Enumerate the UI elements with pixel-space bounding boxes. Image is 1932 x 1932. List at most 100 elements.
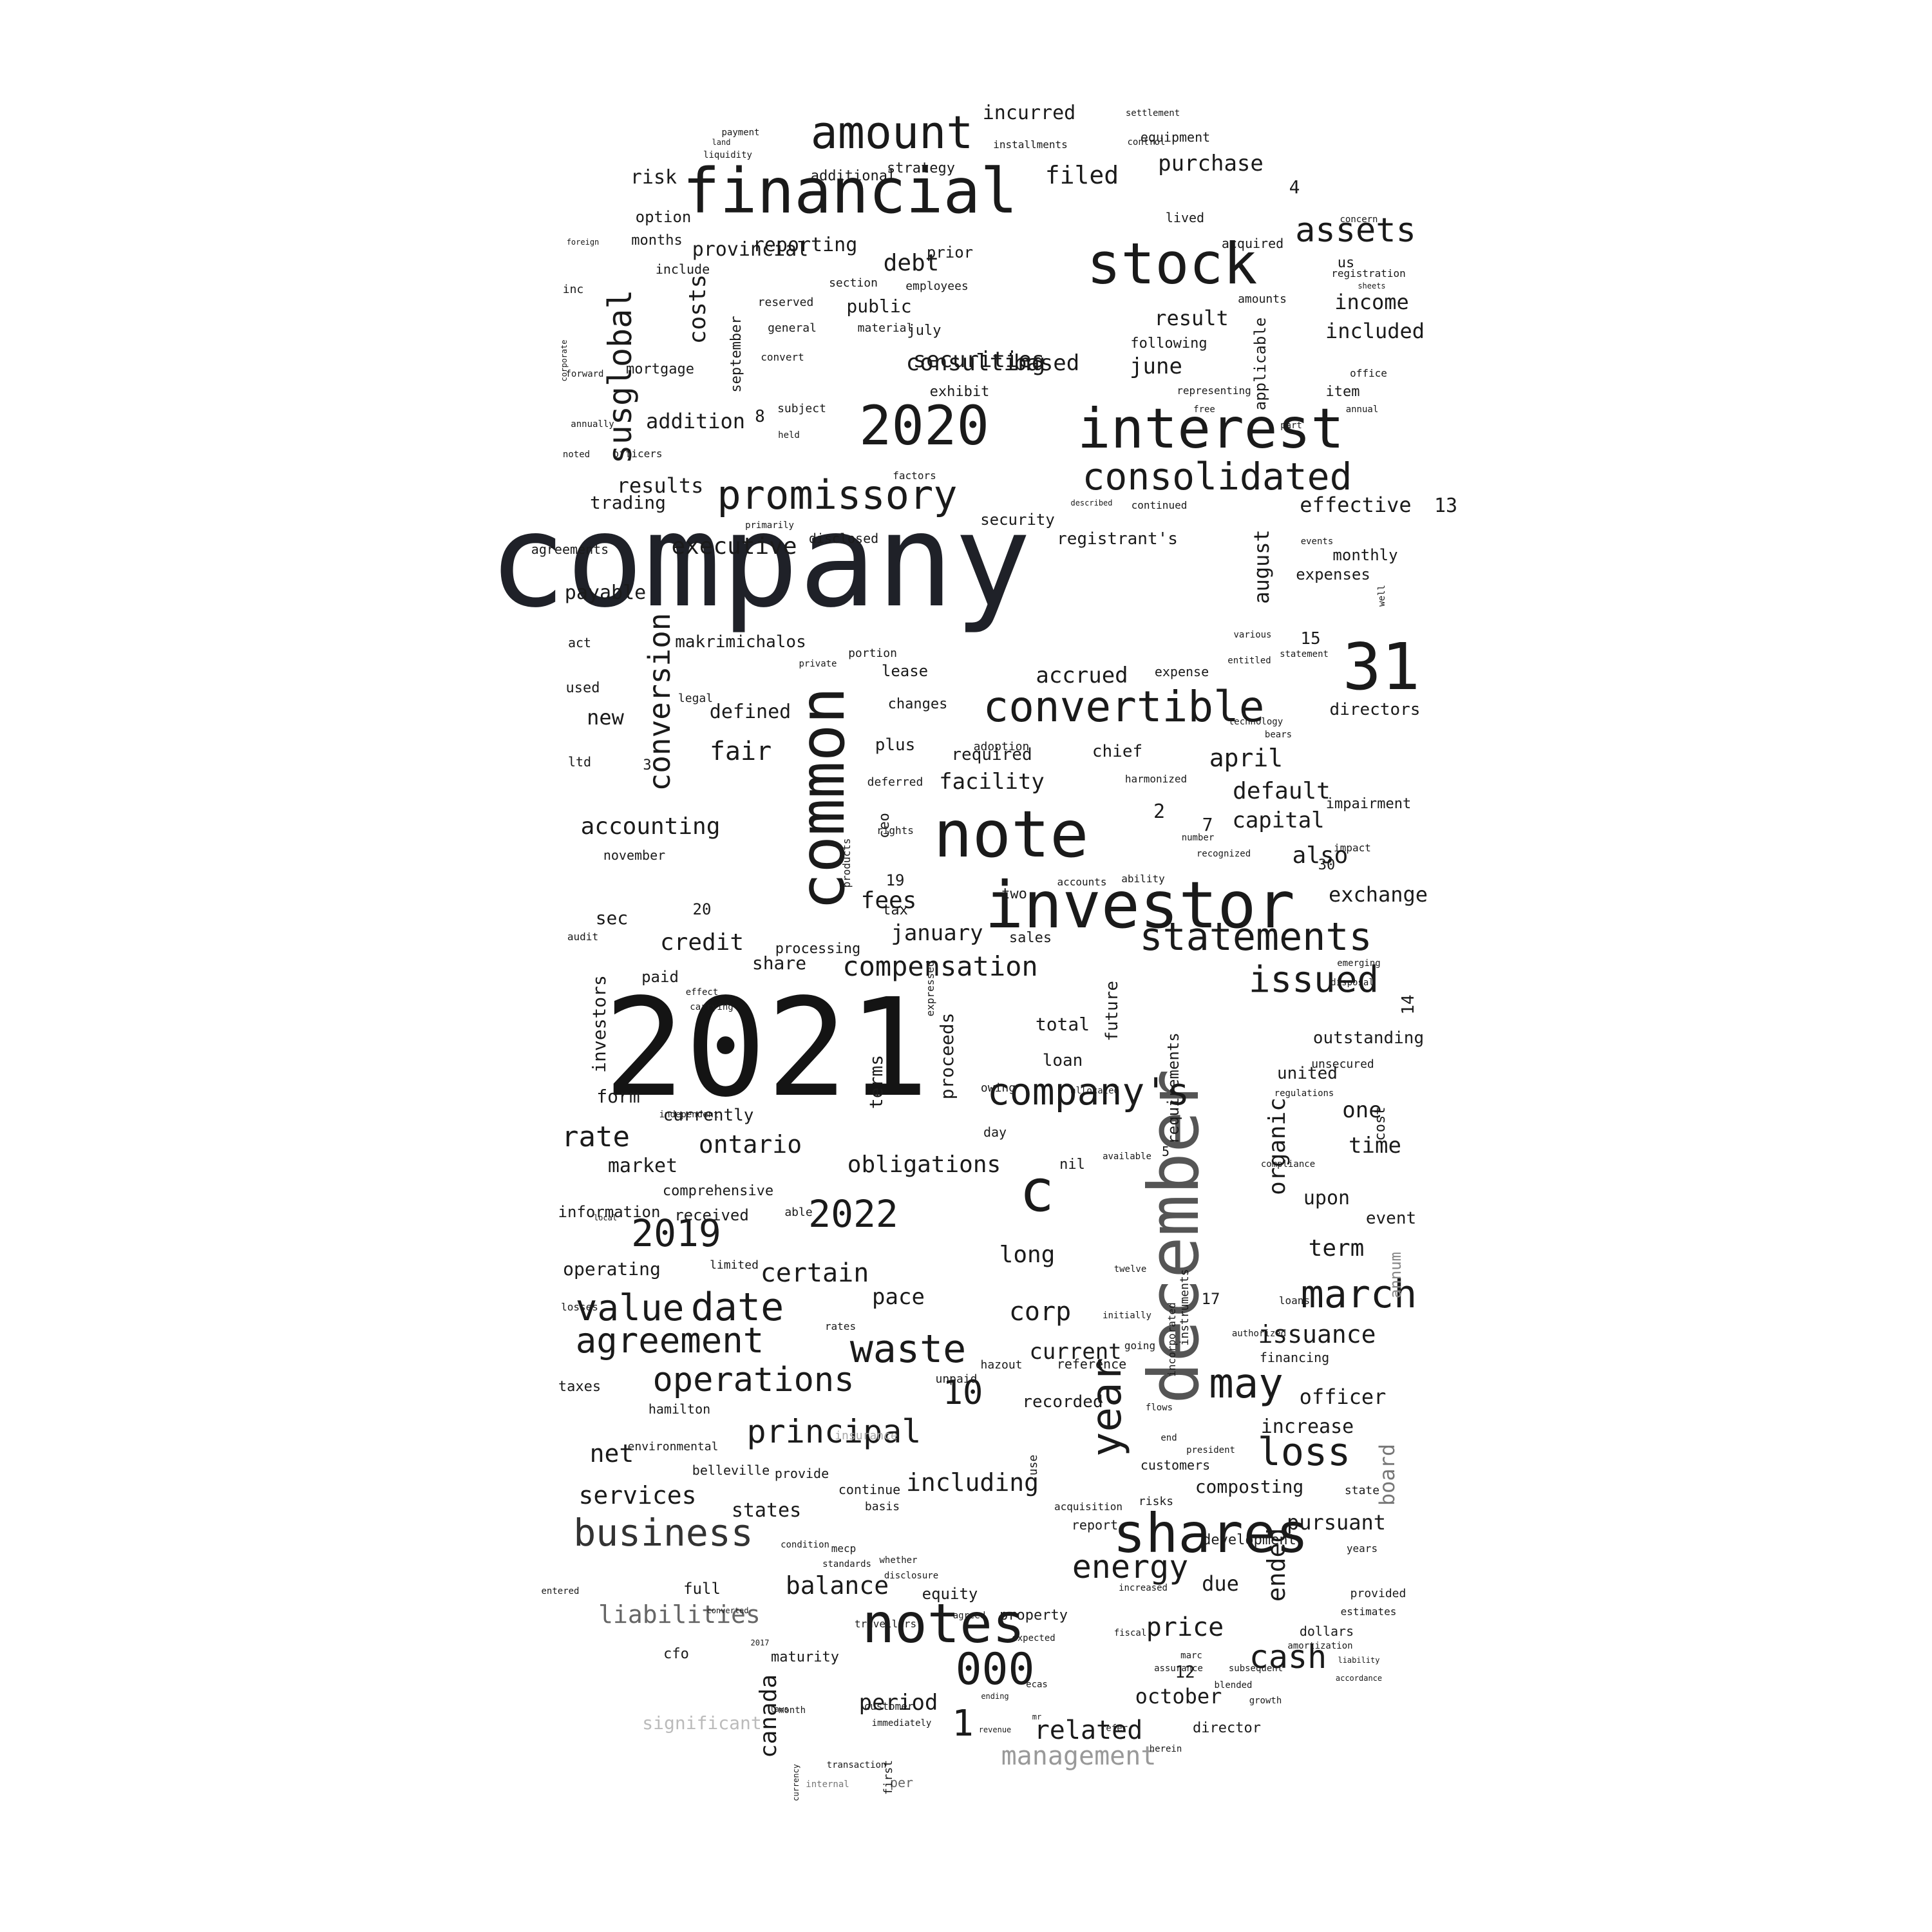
cloud-word: loss [1258, 1430, 1351, 1475]
cloud-word: 2022 [808, 1192, 898, 1236]
cloud-word: strategy [887, 160, 955, 176]
cloud-word: pursuant [1287, 1510, 1386, 1535]
cloud-word: entered [541, 1586, 579, 1596]
cloud-word: risk [630, 166, 677, 189]
cloud-word: option [636, 208, 692, 226]
cloud-word: recognized [1197, 849, 1251, 859]
cloud-word: comprehensive [663, 1183, 773, 1199]
cloud-word: ltd [568, 754, 591, 770]
cloud-word: 2021 [603, 969, 929, 1127]
cloud-word: 1 [952, 1703, 974, 1745]
cloud-word: well [1377, 585, 1387, 607]
cloud-word: paid [641, 968, 679, 986]
cloud-word: default [1233, 778, 1331, 804]
cloud-word: stock [1087, 231, 1258, 297]
cloud-word: current [1029, 1339, 1121, 1365]
cloud-word: 4 [1289, 176, 1300, 198]
cloud-word: expected [1012, 1633, 1055, 1643]
cloud-word: disposal [1331, 978, 1374, 988]
cloud-word: susglobal [601, 290, 639, 464]
cloud-word: portion [848, 647, 897, 660]
cloud-word: condition [781, 1540, 829, 1550]
cloud-word: regulations [1274, 1088, 1334, 1099]
cloud-word: 20 [693, 900, 712, 918]
cloud-word: public [846, 296, 911, 317]
cloud-word: sales [1009, 930, 1052, 946]
cloud-word: private [799, 659, 837, 669]
cloud-word: report [1072, 1517, 1118, 1533]
cloud-word: acquired [1222, 236, 1283, 251]
cloud-word: reserved [758, 296, 814, 309]
cloud-word: risks [1139, 1495, 1173, 1508]
cloud-word: internal [806, 1779, 849, 1790]
cloud-word: 7 [1202, 814, 1213, 835]
cloud-word: liability [1338, 1656, 1379, 1665]
cloud-word: director [1193, 1720, 1261, 1736]
cloud-word: december [1134, 1069, 1215, 1404]
cloud-word: cash [1249, 1638, 1327, 1676]
cloud-word: management [1001, 1741, 1157, 1771]
cloud-word: services [578, 1481, 696, 1510]
cloud-word: employees [905, 279, 969, 293]
cloud-word: month [779, 1705, 806, 1716]
cloud-word: available [1103, 1151, 1151, 1162]
cloud-word: independent [659, 1110, 719, 1120]
cloud-word: officers [612, 448, 662, 460]
cloud-word: 12 [1175, 1663, 1195, 1682]
cloud-word: certain [761, 1258, 869, 1288]
cloud-word: credit [660, 929, 744, 956]
cloud-word: accrued [1036, 663, 1128, 688]
cloud-word: settlement [1126, 108, 1180, 118]
cloud-word: cost [1372, 1107, 1388, 1141]
cloud-word: provincial [692, 238, 809, 261]
cloud-word: accordance [1336, 1674, 1382, 1683]
cloud-word: deferred [867, 775, 923, 789]
cloud-word: statements [1139, 914, 1372, 960]
cloud-word: increased [1119, 1583, 1168, 1593]
cloud-word: two [1001, 886, 1027, 902]
cloud-word: fair [710, 737, 772, 766]
cloud-word: april [1209, 744, 1283, 772]
cloud-word: 8 [755, 407, 765, 426]
cloud-word: entitled [1227, 656, 1271, 666]
cloud-word: twelve [1114, 1264, 1147, 1274]
cloud-word: item [1326, 384, 1360, 400]
cloud-word: promissory [717, 471, 957, 518]
cloud-word: financing [1260, 1350, 1329, 1365]
cloud-word: due [1202, 1571, 1239, 1596]
cloud-word: cfo [663, 1646, 689, 1662]
cloud-word: material [858, 321, 914, 335]
cloud-word: security [980, 511, 1055, 529]
cloud-word: hazout [980, 1358, 1022, 1372]
cloud-word: long [999, 1242, 1056, 1268]
cloud-word: annual [1346, 404, 1379, 415]
cloud-word: provided [1350, 1587, 1406, 1600]
cloud-word: period [859, 1690, 938, 1716]
cloud-word: impairment [1326, 796, 1411, 812]
cloud-word: belleville [692, 1463, 770, 1478]
cloud-word: lease [882, 662, 928, 680]
cloud-word: ontario [699, 1130, 802, 1159]
cloud-word: agreement [576, 1320, 764, 1361]
cloud-word: concern [1340, 214, 1378, 225]
cloud-word: payable [565, 582, 646, 604]
cloud-word: october [1135, 1684, 1222, 1709]
cloud-word: 14 [1399, 994, 1418, 1014]
cloud-word: monthly [1332, 546, 1397, 564]
cloud-word: energy [1072, 1548, 1189, 1586]
cloud-word: forward [565, 369, 603, 379]
cloud-word: september [728, 316, 744, 392]
cloud-word: representing [1177, 384, 1251, 397]
cloud-word: prior [927, 243, 973, 261]
cloud-word: waste [850, 1327, 967, 1372]
cloud-word: mr [1032, 1712, 1041, 1721]
cloud-word: payment [721, 128, 759, 138]
cloud-word: included [1325, 319, 1425, 343]
cloud-word: 10 [943, 1374, 983, 1412]
cloud-word: part [1280, 421, 1302, 431]
cloud-word: annually [571, 419, 614, 430]
cloud-word: subsequent [1229, 1663, 1283, 1674]
cloud-word: sec [596, 907, 629, 929]
cloud-word: include [656, 261, 710, 277]
cloud-word: 2019 [631, 1211, 721, 1255]
